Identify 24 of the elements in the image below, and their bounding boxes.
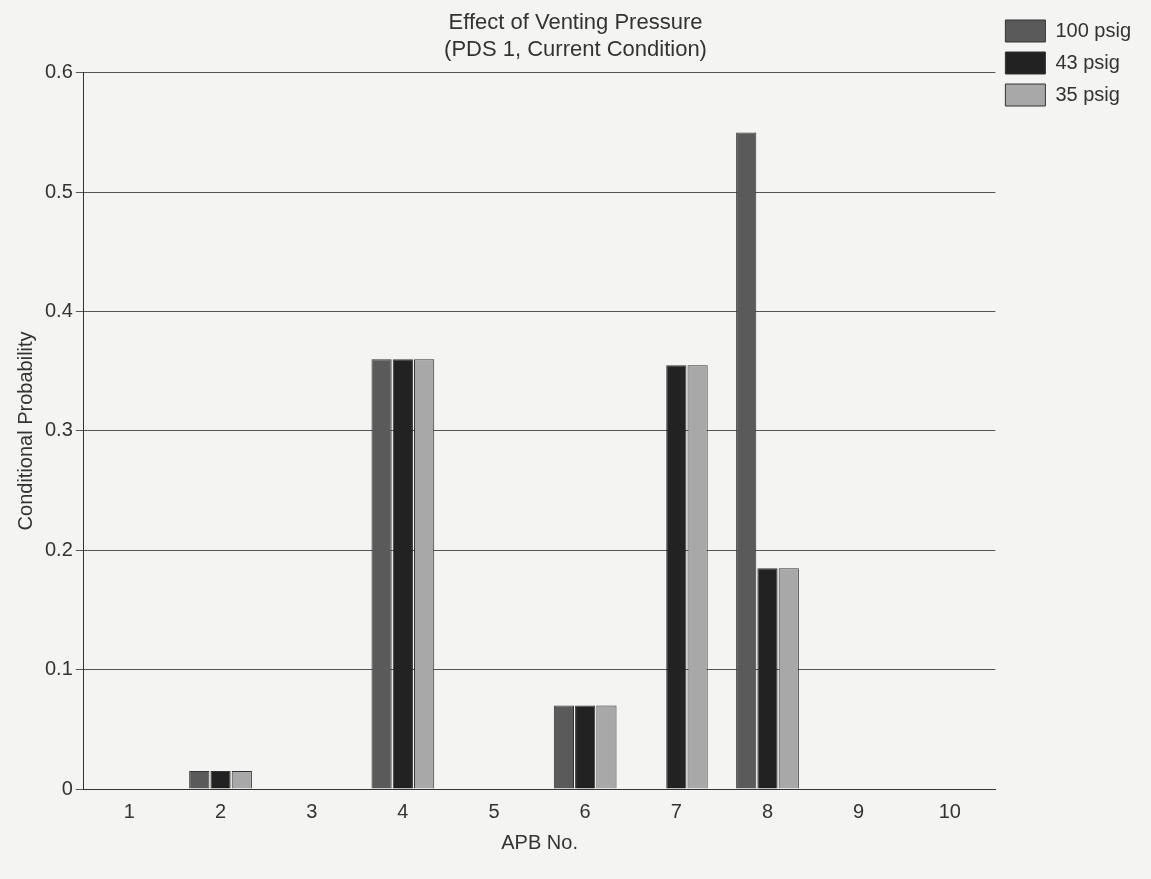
x-tick-label: 3 (306, 799, 318, 822)
y-tick-label: 0.6 (44, 60, 73, 83)
y-tick-label: 0.1 (44, 657, 73, 680)
x-tick-label: 9 (853, 799, 865, 822)
y-tick-label: 0.4 (44, 299, 73, 322)
text: Effect of Venting Pressure (448, 9, 703, 35)
x-tick-label: 6 (579, 799, 591, 822)
text: (PDS 1, Current Condition) (444, 35, 707, 61)
x-tick-label: 7 (670, 799, 682, 822)
legend-label: 35 psig (1055, 82, 1120, 105)
y-axis-title: Conditional Probability (13, 331, 36, 531)
x-tick-label: 4 (397, 799, 409, 822)
y-tick-label: 0 (61, 776, 73, 799)
x-tick-label: 10 (938, 799, 961, 822)
y-tick-label: 0.3 (44, 418, 73, 441)
y-tick-label: 0.2 (44, 537, 73, 560)
x-tick-label: 2 (214, 799, 227, 822)
x-tick-label: 8 (761, 799, 774, 822)
x-tick-label: 1 (123, 799, 135, 822)
legend-label: 43 psig (1055, 50, 1120, 73)
legend-label: 100 psig (1055, 18, 1132, 41)
x-axis-title: APB No. (501, 830, 578, 853)
y-tick-label: 0.5 (44, 179, 73, 202)
x-tick-label: 5 (488, 799, 500, 822)
